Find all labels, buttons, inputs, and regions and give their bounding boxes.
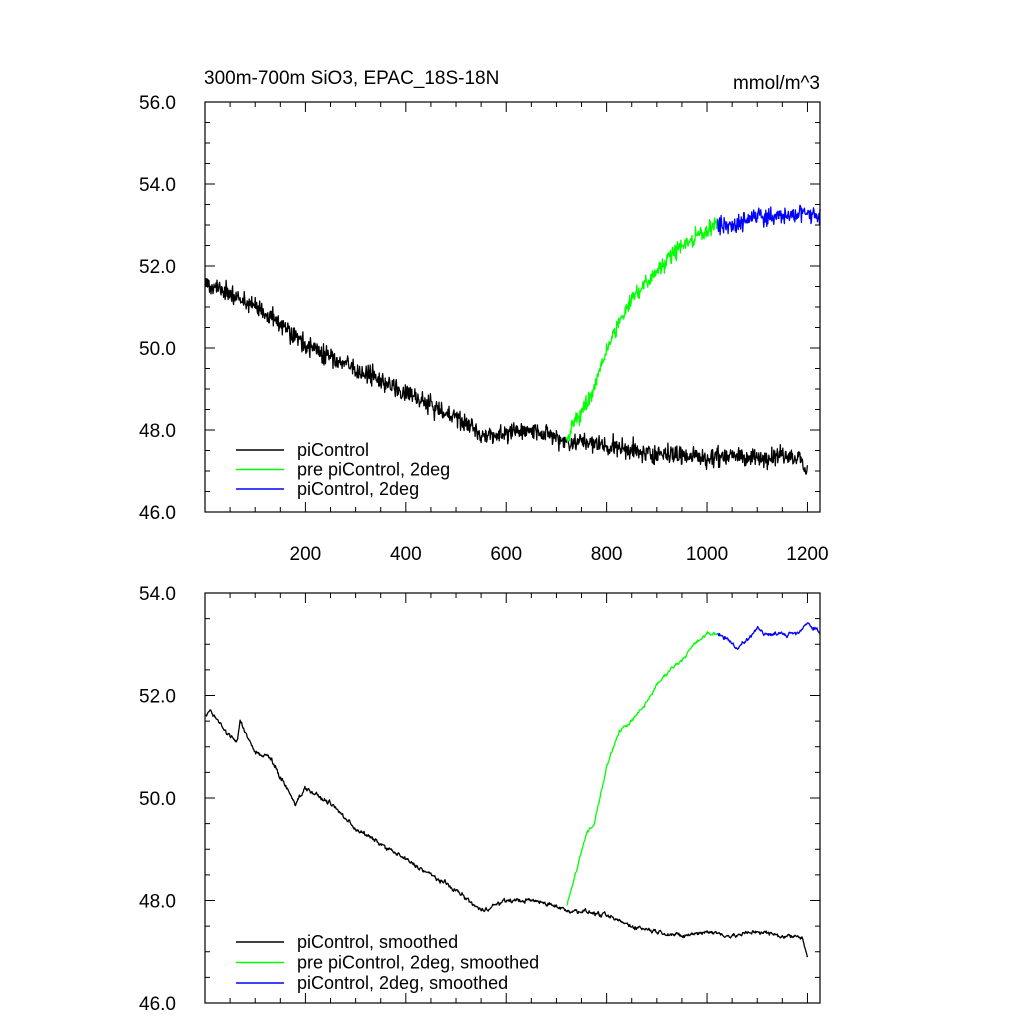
top-series-lines [204, 204, 821, 475]
series-line-picontrol-smoothed [205, 709, 809, 958]
legend-label: piControl [297, 440, 369, 460]
y-tick-label: 46.0 [139, 994, 176, 1015]
y-tick-label: 52.0 [139, 257, 176, 278]
y-tick-label: 54.0 [139, 584, 176, 605]
x-tick-label: 400 [390, 544, 422, 565]
x-tick-label: 200 [290, 544, 322, 565]
chart-units: mmol/m^3 [733, 73, 820, 94]
legend-label: piControl, 2deg [297, 479, 419, 499]
legend-label: pre piControl, 2deg [297, 460, 450, 480]
series-line-picontrol [204, 277, 809, 475]
x-tick-label: 1000 [686, 544, 728, 565]
top-chart: 300m-700m SiO3, EPAC_18S-18N mmol/m^3 46… [139, 68, 829, 565]
series-line-pre-picontrol-2deg [566, 217, 718, 443]
y-tick-label: 48.0 [139, 421, 176, 442]
x-tick-label: 1200 [786, 544, 828, 565]
y-tick-label: 50.0 [139, 339, 176, 360]
x-tick-label: 600 [490, 544, 522, 565]
chart-title: 300m-700m SiO3, EPAC_18S-18N [204, 68, 499, 89]
y-tick-label: 46.0 [139, 503, 176, 524]
bottom-plot-frame [204, 592, 821, 1004]
bottom-axis-ticks: 46.0 48.0 50.0 52.0 54.0 [139, 584, 820, 1015]
series-line-picontrol-2deg [716, 204, 821, 236]
legend-label: pre piControl, 2deg, smoothed [297, 953, 539, 973]
legend-label: piControl, smoothed [297, 932, 458, 952]
series-line-picontrol-2deg-smoothed [717, 622, 821, 650]
x-tick-label: 800 [591, 544, 623, 565]
top-plot-frame [204, 101, 821, 513]
bottom-series-lines [205, 622, 821, 958]
bottom-chart: 46.0 48.0 50.0 52.0 54.0 piControl, smoothed… [139, 584, 821, 1015]
y-tick-label: 56.0 [139, 93, 176, 114]
y-tick-label: 54.0 [139, 175, 176, 196]
y-tick-label: 50.0 [139, 789, 176, 810]
y-tick-label: 52.0 [139, 687, 176, 708]
series-line-pre-picontrol-2deg-smoothed [566, 631, 718, 906]
legend-label: piControl, 2deg, smoothed [297, 973, 508, 993]
y-tick-label: 48.0 [139, 892, 176, 913]
top-axis-ticks: 46.0 48.0 50.0 52.0 54.0 56.0 200 400 600 800 1000… [139, 93, 829, 565]
